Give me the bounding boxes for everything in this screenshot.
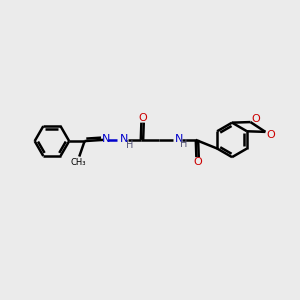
Text: H: H [125,140,133,150]
Text: O: O [139,112,148,123]
Text: N: N [120,134,129,144]
Text: N: N [102,134,110,144]
Text: O: O [194,157,203,167]
Text: H: H [180,139,187,149]
Text: CH₃: CH₃ [70,158,86,167]
Text: O: O [266,130,275,140]
Text: N: N [175,134,183,144]
Text: O: O [251,114,260,124]
